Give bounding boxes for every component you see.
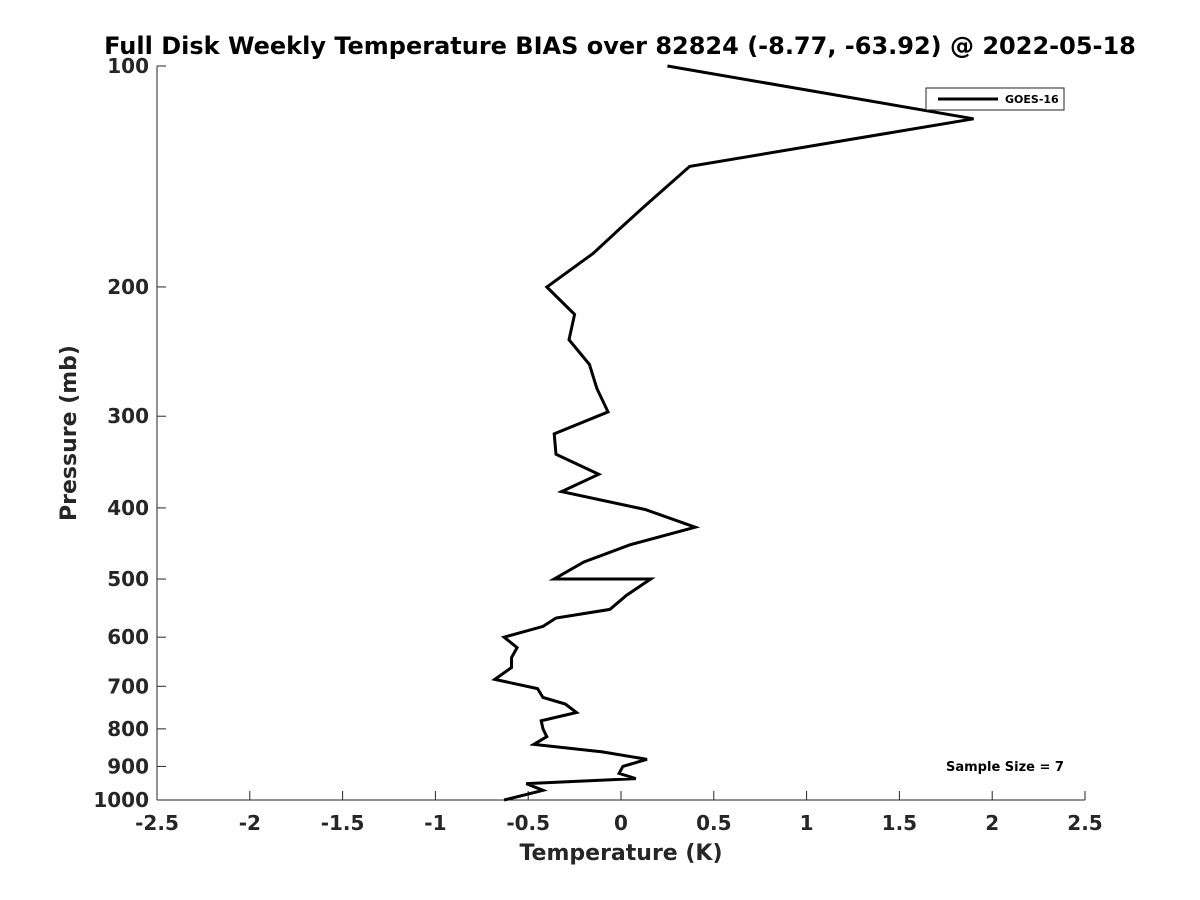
x-tick-label: -0.5 <box>506 811 550 835</box>
x-tick-label: -2.5 <box>135 811 179 835</box>
x-tick-label: 2.5 <box>1067 811 1102 835</box>
series-layer <box>491 64 974 802</box>
sample-size-annotation: Sample Size = 7 <box>946 760 1064 775</box>
y-tick-label: 100 <box>107 54 149 78</box>
x-tick-label: -1 <box>424 811 446 835</box>
y-tick-label: 300 <box>107 404 149 428</box>
legend-label-goes-16: GOES-16 <box>1005 93 1059 106</box>
y-tick-label: 200 <box>107 275 149 299</box>
y-tick-label: 400 <box>107 496 149 520</box>
y-tick-label: 500 <box>107 567 149 591</box>
chart-title: Full Disk Weekly Temperature BIAS over 8… <box>104 32 1136 60</box>
legend: GOES-16 <box>925 87 1065 111</box>
series-line-goes-16 <box>491 64 974 802</box>
y-axis-ticks: 100 200 300 400 500 600 700 800 900 1000 <box>93 54 166 812</box>
y-tick-label: 900 <box>107 754 149 778</box>
x-tick-label: 1.5 <box>882 811 917 835</box>
x-tick-label: 2 <box>985 811 999 835</box>
x-tick-label: 0.5 <box>696 811 731 835</box>
x-axis-label: Temperature (K) <box>519 841 722 866</box>
y-tick-label: 600 <box>107 625 149 649</box>
y-axis-label: Pressure (mb) <box>57 345 82 521</box>
y-tick-label: 1000 <box>93 788 149 812</box>
x-tick-label: 1 <box>800 811 814 835</box>
x-tick-label: -1.5 <box>321 811 365 835</box>
x-axis-ticks: -2.5 -2 -1.5 -1 -0.5 0 0.5 1 1.5 2 2.5 <box>135 791 1103 835</box>
x-tick-label: 0 <box>614 811 628 835</box>
x-tick-label: -2 <box>239 811 261 835</box>
y-tick-label: 800 <box>107 717 149 741</box>
y-tick-label: 700 <box>107 674 149 698</box>
